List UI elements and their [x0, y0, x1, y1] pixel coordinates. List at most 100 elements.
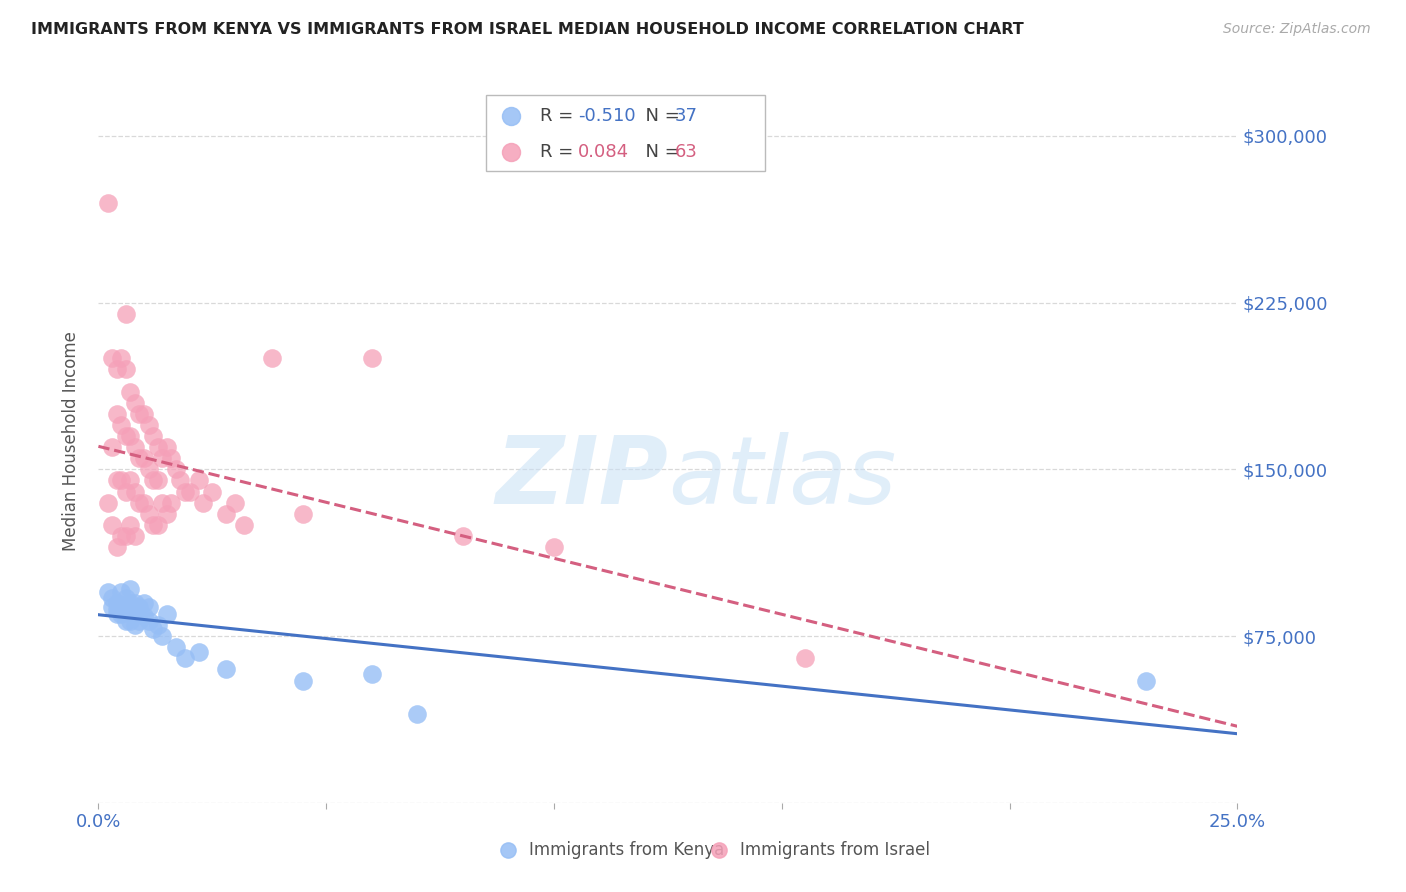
- Point: [105, 474, 128, 488]
- Point: [132, 451, 155, 466]
- Point: [146, 618, 169, 632]
- Point: [114, 307, 136, 321]
- Point: [174, 651, 197, 665]
- Point: [124, 395, 146, 409]
- Point: [105, 362, 128, 376]
- Text: N =: N =: [634, 143, 685, 161]
- Point: [105, 602, 128, 616]
- Point: [110, 417, 132, 432]
- Point: [120, 582, 142, 597]
- Point: [96, 496, 118, 510]
- Text: -0.510: -0.510: [578, 107, 636, 125]
- Point: [128, 407, 150, 421]
- Point: [110, 600, 132, 615]
- Point: [165, 462, 187, 476]
- Point: [142, 517, 165, 532]
- Y-axis label: Median Household Income: Median Household Income: [62, 332, 80, 551]
- Point: [120, 605, 142, 619]
- Point: [128, 496, 150, 510]
- Point: [110, 584, 132, 599]
- Text: Source: ZipAtlas.com: Source: ZipAtlas.com: [1223, 22, 1371, 37]
- Point: [128, 451, 150, 466]
- Point: [156, 607, 179, 621]
- Point: [114, 529, 136, 543]
- Point: [114, 602, 136, 616]
- Point: [150, 451, 173, 466]
- Point: [360, 351, 382, 366]
- Point: [120, 596, 142, 610]
- FancyBboxPatch shape: [485, 95, 765, 170]
- Point: [110, 351, 132, 366]
- Point: [292, 507, 315, 521]
- Point: [543, 540, 565, 554]
- Point: [174, 484, 197, 499]
- Point: [360, 666, 382, 681]
- Point: [132, 596, 155, 610]
- Point: [110, 607, 132, 621]
- Point: [793, 651, 815, 665]
- Text: 63: 63: [675, 143, 697, 161]
- Point: [132, 407, 155, 421]
- Point: [128, 614, 150, 628]
- Point: [101, 440, 124, 454]
- Text: Immigrants from Israel: Immigrants from Israel: [740, 841, 929, 859]
- Point: [201, 484, 224, 499]
- Point: [105, 596, 128, 610]
- Text: R =: R =: [540, 107, 579, 125]
- Point: [160, 451, 183, 466]
- Point: [124, 529, 146, 543]
- Point: [292, 673, 315, 688]
- Point: [187, 645, 209, 659]
- Point: [138, 600, 160, 615]
- Point: [150, 496, 173, 510]
- Point: [160, 496, 183, 510]
- Point: [187, 474, 209, 488]
- Point: [142, 623, 165, 637]
- Point: [156, 507, 179, 521]
- Point: [165, 640, 187, 655]
- Point: [451, 529, 474, 543]
- Point: [132, 609, 155, 624]
- Text: IMMIGRANTS FROM KENYA VS IMMIGRANTS FROM ISRAEL MEDIAN HOUSEHOLD INCOME CORRELAT: IMMIGRANTS FROM KENYA VS IMMIGRANTS FROM…: [31, 22, 1024, 37]
- Point: [114, 362, 136, 376]
- Point: [128, 600, 150, 615]
- Point: [120, 429, 142, 443]
- Text: 0.084: 0.084: [578, 143, 628, 161]
- Point: [120, 517, 142, 532]
- Point: [215, 662, 238, 676]
- Point: [101, 351, 124, 366]
- Point: [215, 507, 238, 521]
- Point: [124, 607, 146, 621]
- Point: [114, 429, 136, 443]
- Point: [120, 384, 142, 399]
- Point: [260, 351, 283, 366]
- Point: [142, 429, 165, 443]
- Point: [101, 600, 124, 615]
- Text: atlas: atlas: [668, 432, 896, 524]
- Point: [1135, 673, 1157, 688]
- Point: [406, 706, 429, 721]
- Point: [138, 462, 160, 476]
- Point: [114, 591, 136, 606]
- Point: [110, 529, 132, 543]
- Point: [120, 474, 142, 488]
- Point: [124, 440, 146, 454]
- Text: R =: R =: [540, 143, 579, 161]
- Point: [146, 474, 169, 488]
- Point: [120, 614, 142, 628]
- Point: [101, 591, 124, 606]
- Point: [101, 517, 124, 532]
- Point: [142, 474, 165, 488]
- Point: [124, 484, 146, 499]
- Point: [150, 629, 173, 643]
- Point: [96, 195, 118, 210]
- Point: [105, 407, 128, 421]
- Point: [96, 584, 118, 599]
- Point: [146, 440, 169, 454]
- Point: [105, 540, 128, 554]
- Point: [233, 517, 256, 532]
- Point: [179, 484, 201, 499]
- Text: 37: 37: [675, 107, 697, 125]
- Point: [169, 474, 191, 488]
- Point: [124, 596, 146, 610]
